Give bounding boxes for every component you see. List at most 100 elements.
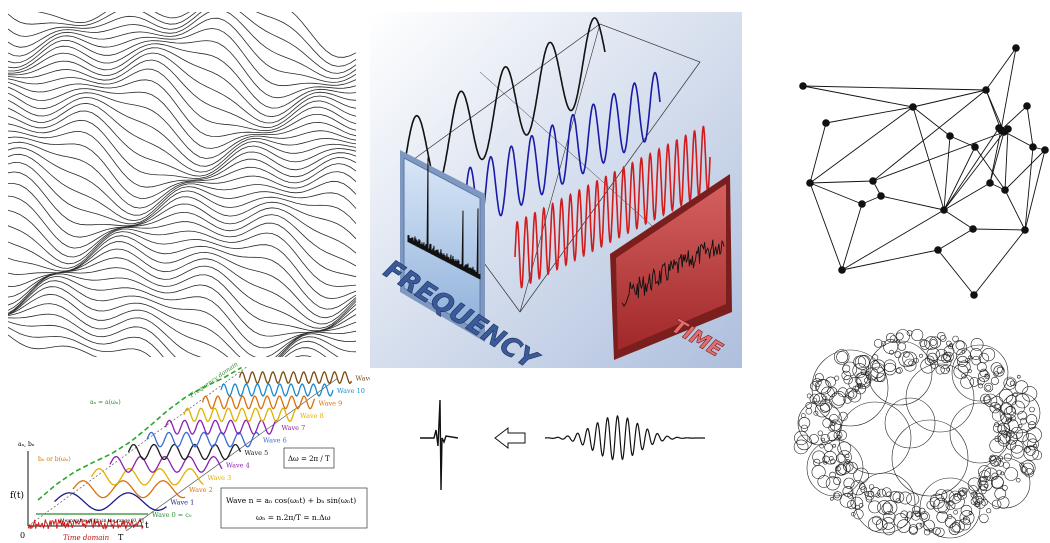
- graph-node: [1021, 226, 1029, 234]
- graph-edge: [841, 203, 863, 271]
- wave-label: Wave 5: [245, 449, 269, 457]
- contour-line: [37, 12, 357, 58]
- bubble: [990, 376, 999, 385]
- bubble: [920, 512, 928, 520]
- bubble: [919, 522, 925, 528]
- graph-node: [970, 291, 978, 299]
- bubble: [832, 443, 837, 448]
- bubble: [1024, 446, 1031, 453]
- high-frequency-wave: [514, 125, 711, 289]
- graph-edge: [1004, 149, 1046, 191]
- bubble: [875, 492, 881, 498]
- bubble: [819, 402, 830, 413]
- bubble: [809, 381, 820, 391]
- bubble: [843, 477, 855, 489]
- graph-edge: [943, 209, 974, 230]
- bubble: [991, 499, 1002, 510]
- bubble: [856, 371, 872, 388]
- bubble: [929, 496, 940, 507]
- contour-line: [8, 275, 357, 349]
- bubble: [919, 353, 923, 358]
- wave-label: Wave 6: [263, 437, 287, 445]
- contour-line: [8, 248, 357, 325]
- bubble: [976, 362, 987, 372]
- contour-line: [8, 47, 357, 118]
- harmonic-wave: [90, 468, 204, 486]
- mean-value-note: Mean value of f(t) in the range [0, T]: [60, 517, 144, 524]
- bubble: [920, 358, 936, 374]
- delta-omega-box: [283, 447, 335, 469]
- contour-line: [8, 119, 357, 179]
- bubble: [798, 417, 811, 429]
- bubble: [897, 342, 907, 351]
- graph-node: [1004, 125, 1012, 133]
- bubble: [813, 410, 819, 416]
- graph-edge: [974, 146, 1006, 191]
- ft-curve-b-label: bₙ or b(ωₙ): [38, 456, 71, 463]
- bubble: [793, 439, 809, 455]
- ft-axis-t-label: t: [145, 521, 149, 531]
- graph-edge: [1024, 149, 1046, 231]
- contour-line: [8, 141, 357, 209]
- bubble: [868, 500, 882, 514]
- bubble: [882, 500, 898, 515]
- bubble: [963, 516, 968, 521]
- contour-line: [8, 161, 357, 225]
- bubble: [865, 495, 873, 503]
- bubble: [977, 475, 994, 492]
- harmonic-wave: [220, 383, 334, 397]
- bubble: [993, 365, 1005, 377]
- bubble: [828, 424, 836, 432]
- contour-line: [8, 28, 357, 87]
- bubble-foam: [793, 329, 1043, 539]
- delta-omega-formula: Δω = 2π / T: [288, 455, 330, 463]
- bubble: [837, 387, 848, 398]
- bubble: [889, 349, 894, 355]
- time-domain-signal: [27, 518, 144, 531]
- wave-label: Wave 9: [319, 399, 343, 407]
- bubble: [986, 508, 992, 514]
- bubble: [997, 422, 1010, 435]
- graph-node: [969, 225, 977, 233]
- bubble: [978, 480, 989, 491]
- bubble: [814, 373, 824, 382]
- bubble: [812, 377, 822, 387]
- bubble: [997, 496, 1010, 509]
- bubble: [898, 351, 914, 368]
- graph-edge: [802, 85, 987, 91]
- bubble: [896, 339, 900, 344]
- bubble: [979, 368, 988, 378]
- contour-line: [8, 273, 357, 337]
- wave-label: Wave 3: [208, 474, 232, 482]
- graph-node: [909, 103, 917, 111]
- bubble: [822, 418, 833, 429]
- contour-line: [8, 267, 357, 332]
- bubble: [805, 402, 813, 409]
- graph-edge: [1026, 105, 1034, 148]
- bubble: [864, 491, 870, 497]
- bubble: [805, 407, 813, 415]
- bubble: [953, 493, 961, 501]
- bubble: [886, 491, 892, 498]
- graph-edge: [872, 89, 987, 182]
- bubble: [881, 487, 892, 497]
- harmonic-wave: [146, 431, 260, 448]
- bubble: [924, 336, 938, 350]
- bubble: [961, 487, 968, 494]
- graph-edge: [972, 228, 1026, 231]
- contour-line: [8, 231, 357, 300]
- bubble: [975, 495, 983, 503]
- bubble: [1003, 418, 1019, 434]
- bubble: [983, 395, 991, 404]
- contour-line: [8, 43, 357, 109]
- bubble: [946, 367, 951, 372]
- bubble: [811, 397, 818, 403]
- bubble: [1017, 410, 1027, 421]
- bubble: [883, 338, 899, 354]
- harmonic-wave: [72, 480, 186, 499]
- bubble: [954, 493, 959, 497]
- bubble: [1032, 450, 1043, 461]
- contour-line: [8, 12, 357, 67]
- contour-line: [8, 110, 357, 177]
- graph-edge: [1024, 146, 1034, 231]
